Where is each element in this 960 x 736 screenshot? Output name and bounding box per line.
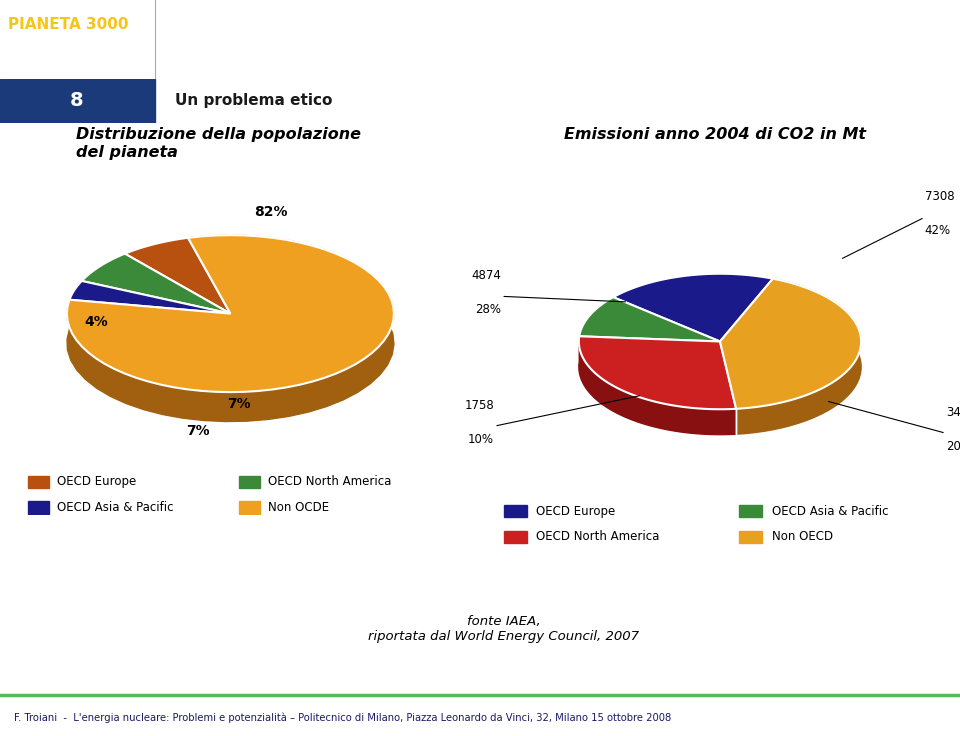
Polygon shape <box>613 274 773 342</box>
Text: Non OCDE: Non OCDE <box>269 501 329 514</box>
Polygon shape <box>579 297 720 342</box>
Text: fonte IAEA,
riportata dal World Energy Council, 2007: fonte IAEA, riportata dal World Energy C… <box>369 615 639 643</box>
Text: OECD North America: OECD North America <box>269 475 392 488</box>
Polygon shape <box>579 336 736 435</box>
Text: Distribuzione della popolazione
del pianeta: Distribuzione della popolazione del pian… <box>76 127 361 160</box>
Bar <box>0 79 155 123</box>
Text: F. Troiani  -  L'energia nucleare: Problemi e potenzialità – Politecnico di Mila: F. Troiani - L'energia nucleare: Problem… <box>14 713 672 723</box>
Text: OECD Asia & Pacific: OECD Asia & Pacific <box>772 505 888 517</box>
Text: 1758: 1758 <box>465 399 494 412</box>
Text: Un problema etico: Un problema etico <box>175 93 332 108</box>
Text: 7308: 7308 <box>924 190 954 203</box>
Text: 4%: 4% <box>84 315 108 329</box>
Text: 10%: 10% <box>468 434 494 446</box>
Bar <box>739 531 762 543</box>
Polygon shape <box>82 254 230 314</box>
Text: OECD North America: OECD North America <box>537 531 660 543</box>
Text: 7%: 7% <box>186 425 209 439</box>
Text: 4874: 4874 <box>471 269 501 282</box>
Bar <box>503 505 527 517</box>
Polygon shape <box>579 336 736 409</box>
Text: OECD Europe: OECD Europe <box>58 475 136 488</box>
Text: PIANETA 3000: PIANETA 3000 <box>8 17 129 32</box>
Bar <box>503 531 527 543</box>
Text: 28%: 28% <box>475 303 501 316</box>
Text: 7%: 7% <box>227 397 251 411</box>
Text: OECD Asia & Pacific: OECD Asia & Pacific <box>58 501 174 514</box>
Text: 42%: 42% <box>924 224 950 237</box>
Text: 20%: 20% <box>946 440 960 453</box>
Polygon shape <box>67 235 394 392</box>
Text: 8: 8 <box>70 91 84 110</box>
Bar <box>239 501 260 514</box>
Bar <box>28 475 49 488</box>
Text: 3434: 3434 <box>946 406 960 419</box>
Bar <box>28 501 49 514</box>
Polygon shape <box>720 279 861 408</box>
Text: Comunicazione e Informazione: Comunicazione e Informazione <box>303 25 806 53</box>
Polygon shape <box>125 238 230 314</box>
Text: Emissioni anno 2004 di CO2 in Mt: Emissioni anno 2004 di CO2 in Mt <box>564 127 866 142</box>
Polygon shape <box>67 235 394 422</box>
Text: 82%: 82% <box>254 205 288 219</box>
Bar <box>239 475 260 488</box>
Bar <box>739 505 762 517</box>
Polygon shape <box>736 279 861 434</box>
Text: Non OECD: Non OECD <box>772 531 832 543</box>
Text: OECD Europe: OECD Europe <box>537 505 615 517</box>
Polygon shape <box>69 281 230 314</box>
Text: 15 ottobre 2008: 15 ottobre 2008 <box>8 44 109 57</box>
